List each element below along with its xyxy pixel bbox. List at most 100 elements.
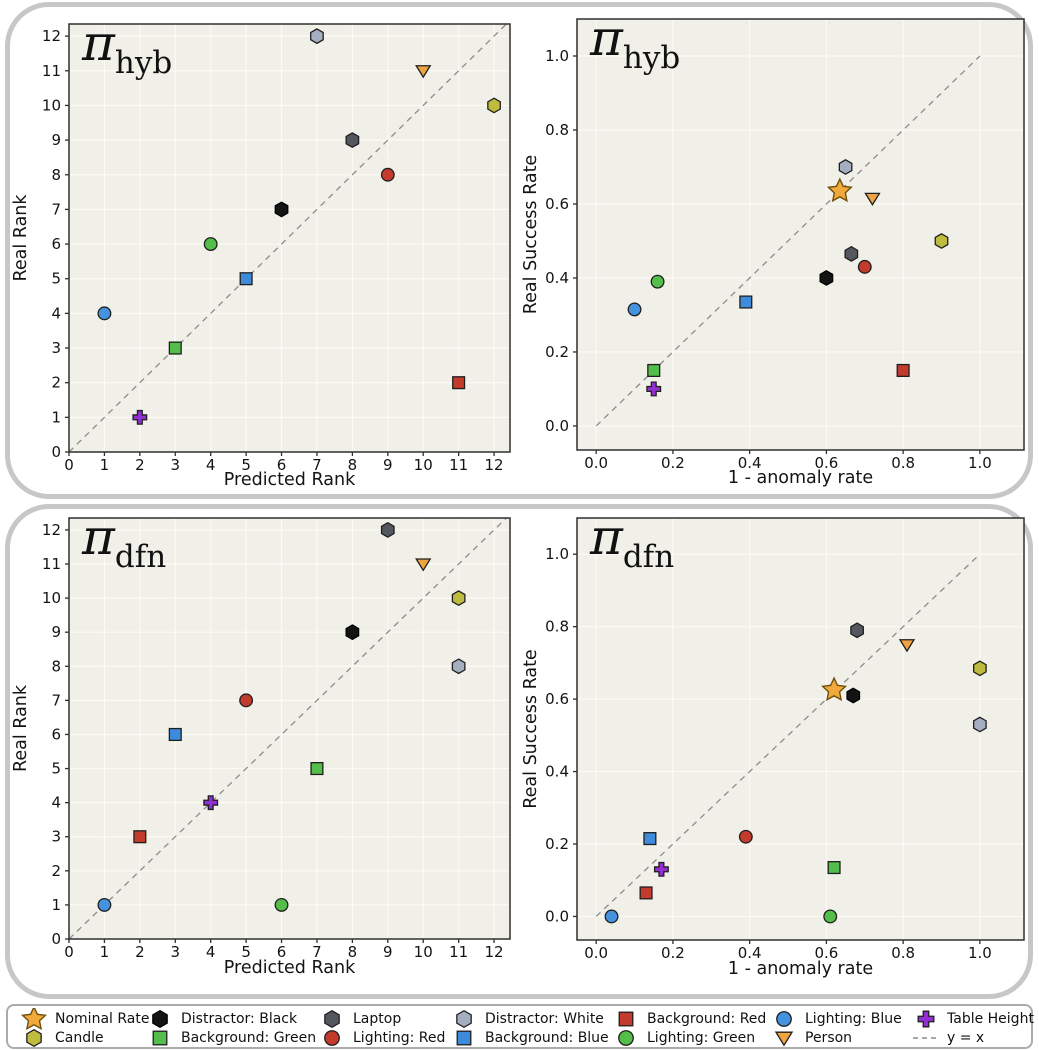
point-laptop [345, 132, 360, 149]
chart-dfn-rate-plot: 0.0 0.2 0.4 0.6 0.8 1.0 0.0 0.2 0.4 0.6 0.8 1.0 1 - … [522, 517, 1025, 979]
point-lighting-green [823, 909, 838, 924]
dash-icon [913, 1037, 939, 1039]
point-background-red [639, 886, 653, 900]
point-candle [934, 233, 949, 249]
legend-item-lighting-red: Lighting: Red [318, 1028, 445, 1048]
legend-label: Distractor: White [485, 1011, 604, 1027]
y-axis-label: Real Rank [11, 684, 31, 772]
svg-text:3: 3 [170, 456, 180, 474]
legend-item-background-blue: Background: Blue [450, 1028, 609, 1048]
legend-label: Background: Green [181, 1030, 317, 1046]
svg-text:1.0: 1.0 [545, 545, 569, 563]
svg-text:11: 11 [449, 943, 468, 961]
chart-hyb-rate-plot: 0.0 0.2 0.4 0.6 0.8 1.0 0.0 0.2 0.4 0.6 0.8 1.0 1 - … [522, 18, 1025, 488]
svg-text:0.0: 0.0 [584, 454, 608, 472]
chart-dfn-rate: 0.0 0.2 0.4 0.6 0.8 1.0 0.0 0.2 0.4 0.6 0.8 1.0 1 - … [522, 506, 1032, 996]
legend-item-distractor-white: Distractor: White [450, 1009, 604, 1029]
legend-label: Table Height [947, 1011, 1034, 1027]
svg-text:4: 4 [51, 304, 61, 322]
star-icon [21, 1008, 47, 1030]
legend-marker-person [774, 1031, 794, 1047]
svg-text:0.8: 0.8 [891, 454, 915, 472]
svg-text:0.6: 0.6 [814, 454, 838, 472]
square-icon [456, 1030, 472, 1046]
svg-text:10: 10 [414, 943, 433, 961]
legend-item-y-x: y = x [912, 1028, 984, 1048]
svg-text:0: 0 [51, 443, 61, 461]
svg-text:1: 1 [51, 408, 61, 426]
axes-frame [68, 517, 511, 940]
svg-text:0: 0 [64, 456, 74, 474]
point-lighting-blue [627, 302, 642, 317]
axes-frame [68, 23, 511, 453]
point-laptop [844, 245, 859, 262]
svg-text:5: 5 [241, 943, 251, 961]
svg-text:7: 7 [51, 691, 61, 709]
svg-text:1: 1 [100, 943, 110, 961]
point-background-red [133, 830, 147, 844]
point-background-blue [239, 272, 253, 286]
legend-marker-background-green [152, 1030, 168, 1046]
point-distractor-black [846, 687, 861, 704]
svg-text:10: 10 [42, 96, 61, 114]
legend-label: Lighting: Blue [805, 1011, 902, 1027]
axis-ticks: 0.0 0.2 0.4 0.6 0.8 1.0 0.0 0.2 0.4 0.6 0.8 1.0 [545, 47, 992, 472]
svg-text:0.0: 0.0 [545, 417, 569, 435]
point-background-red [452, 376, 466, 390]
hexagon-icon [26, 1028, 42, 1048]
data-points [97, 521, 466, 912]
legend-item-person: Person [770, 1028, 852, 1048]
svg-text:7: 7 [312, 456, 322, 474]
legend-item-candle: Candle [20, 1028, 104, 1048]
point-background-green [310, 762, 324, 776]
x-axis-label: Predicted Rank [224, 958, 356, 978]
point-lighting-green [203, 237, 218, 252]
point-distractor-white [838, 159, 853, 175]
svg-text:11: 11 [42, 555, 61, 573]
legend-marker-lighting-red [324, 1030, 340, 1046]
triangle-down-icon [774, 1031, 794, 1047]
point-nominal-rate [826, 177, 853, 203]
circle-icon [618, 1030, 634, 1046]
point-background-green [647, 363, 661, 378]
svg-text:0.4: 0.4 [545, 269, 569, 287]
svg-text:0.8: 0.8 [545, 121, 569, 139]
legend-item-nominal-rate: Nominal Rate [20, 1008, 149, 1030]
point-background-blue [739, 295, 753, 309]
legend: Nominal Rate Candle Distractor: Black Backg… [6, 1004, 1034, 1049]
point-background-green [827, 861, 841, 875]
svg-text:3: 3 [51, 828, 61, 846]
data-points [97, 28, 501, 425]
svg-text:11: 11 [449, 456, 468, 474]
point-lighting-blue [604, 909, 619, 924]
svg-text:0.8: 0.8 [891, 944, 915, 962]
point-background-green [168, 341, 182, 355]
svg-text:3: 3 [170, 943, 180, 961]
svg-text:2: 2 [51, 862, 61, 880]
svg-text:7: 7 [312, 943, 322, 961]
svg-text:12: 12 [485, 943, 504, 961]
legend-marker-nominal-rate [21, 1008, 47, 1030]
data-points [604, 622, 987, 924]
point-lighting-green [650, 274, 665, 289]
svg-text:9: 9 [51, 623, 61, 641]
svg-text:0.4: 0.4 [545, 763, 569, 781]
data-points [627, 159, 949, 397]
x-axis-label: Predicted Rank [224, 470, 356, 490]
svg-text:5: 5 [51, 760, 61, 778]
plot-background [577, 518, 1024, 940]
legend-marker-background-red [618, 1011, 634, 1027]
x-axis-label: 1 - anomaly rate [728, 468, 873, 488]
point-background-blue [643, 832, 657, 846]
svg-text:10: 10 [42, 589, 61, 607]
x-axis-label: 1 - anomaly rate [728, 959, 873, 979]
point-laptop [850, 622, 864, 639]
hexagon-icon [324, 1009, 340, 1029]
svg-text:11: 11 [42, 62, 61, 80]
y-axis-label: Real Rank [11, 194, 31, 282]
point-background-blue [168, 727, 182, 742]
svg-text:0.2: 0.2 [545, 343, 569, 361]
svg-text:0.0: 0.0 [584, 944, 608, 962]
